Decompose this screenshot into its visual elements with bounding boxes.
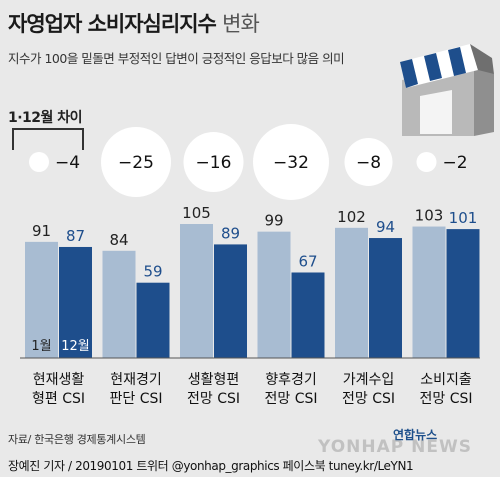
category-label: 전망 CSI xyxy=(419,391,472,407)
bar-dec xyxy=(59,246,92,358)
difference-bubble xyxy=(416,152,437,172)
value-label-dec: 67 xyxy=(298,252,317,270)
difference-bubble xyxy=(253,124,329,200)
difference-label: 1·12월 차이 xyxy=(8,110,83,126)
difference-value: −8 xyxy=(356,153,381,173)
difference-bubble xyxy=(344,138,393,186)
value-label-dec: 87 xyxy=(66,227,85,245)
value-label-jan: 103 xyxy=(415,207,444,225)
value-label-jan: 102 xyxy=(337,208,366,226)
yonhap-logo: 연합뉴스 xyxy=(393,428,438,442)
bar-jan xyxy=(25,241,58,358)
value-label-jan: 99 xyxy=(264,212,283,230)
bar-dec xyxy=(446,229,480,358)
difference-value: −16 xyxy=(196,153,232,173)
chart-subtitle: 지수가 100을 밑돌면 부정적인 답변이 긍정적인 응답보다 많음 의미 xyxy=(8,51,345,66)
bar-dec xyxy=(291,272,325,358)
category-label: 현재생활 xyxy=(33,372,85,388)
difference-bubble xyxy=(29,152,49,172)
bar-dec xyxy=(214,244,247,358)
bar-jan xyxy=(335,227,368,358)
difference-value: −2 xyxy=(443,153,468,173)
value-label-jan: 84 xyxy=(109,231,128,249)
value-label-jan: 91 xyxy=(32,222,51,240)
difference-value: −32 xyxy=(273,153,309,173)
difference-bubble xyxy=(101,127,171,197)
bar-dec xyxy=(136,282,170,358)
value-label-jan: 105 xyxy=(182,204,211,222)
legend-dec: 12월 xyxy=(61,339,90,354)
watermark: YONHAP NEWS xyxy=(318,437,472,457)
difference-value: −4 xyxy=(55,153,80,173)
category-label: 생활형편 xyxy=(188,372,240,388)
value-label-dec: 59 xyxy=(143,263,162,281)
category-label: 소비지출 xyxy=(420,372,472,388)
chart-title: 자영업자 소비자심리지수 변화 xyxy=(8,12,260,36)
credit-line: 장예진 기자 / 20190101 트위터 @yonhap_graphics 페… xyxy=(0,456,500,477)
category-label: 형편 CSI xyxy=(32,391,85,407)
difference-value: −25 xyxy=(118,153,154,173)
bar-dec xyxy=(369,238,402,358)
category-label: 향후경기 xyxy=(265,372,317,388)
bar-jan xyxy=(412,226,446,358)
store-icon xyxy=(400,44,494,136)
category-label: 가계수입 xyxy=(343,372,395,388)
bar-jan xyxy=(257,231,291,358)
source-text: 자료/ 한국은행 경제통계시스템 xyxy=(8,433,146,446)
category-label: 판단 CSI xyxy=(109,391,162,407)
difference-bracket xyxy=(12,128,84,150)
legend-jan: 1월 xyxy=(31,339,51,354)
category-label: 전망 CSI xyxy=(187,391,240,407)
bar-jan xyxy=(180,224,213,358)
category-label: 전망 CSI xyxy=(264,391,317,407)
bar-jan xyxy=(102,250,136,358)
difference-bubble xyxy=(183,132,244,192)
category-label: 현재경기 xyxy=(110,372,162,388)
value-label-dec: 101 xyxy=(449,209,478,227)
value-label-dec: 89 xyxy=(221,224,240,242)
value-label-dec: 94 xyxy=(376,218,395,236)
category-label: 전망 CSI xyxy=(342,391,395,407)
